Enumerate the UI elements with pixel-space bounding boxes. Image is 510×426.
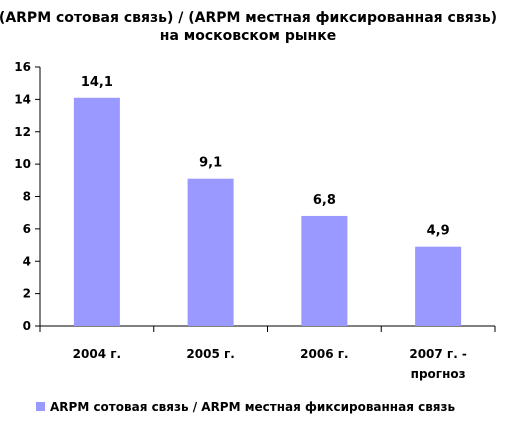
bar bbox=[415, 246, 462, 326]
data-labels: 14,1 9,1 6,8 4,9 bbox=[81, 75, 450, 239]
y-tick-label: 16 bbox=[14, 60, 31, 74]
chart-title: (ARPM сотовая связь) / (ARPM местная фик… bbox=[0, 10, 497, 44]
bar-value-label: 9,1 bbox=[199, 156, 222, 171]
x-category-label: 2004 г. bbox=[73, 347, 121, 361]
y-tick-label: 14 bbox=[14, 92, 31, 106]
bar bbox=[301, 215, 348, 326]
legend-swatch bbox=[36, 402, 45, 411]
chart-title-line: на московском рынке bbox=[160, 28, 336, 44]
x-axis: 2004 г. 2005 г. 2006 г. 2007 г. - прогноз bbox=[39, 325, 496, 381]
y-tick-label: 0 bbox=[23, 319, 31, 333]
y-tick-label: 6 bbox=[23, 222, 31, 236]
x-category-label: 2005 г. bbox=[186, 347, 234, 361]
x-category-label: 2007 г. - bbox=[409, 347, 467, 361]
bar-value-label: 14,1 bbox=[81, 75, 113, 90]
y-tick-label: 12 bbox=[14, 125, 31, 139]
y-tick-label: 8 bbox=[23, 190, 31, 204]
y-tick-label: 10 bbox=[14, 157, 31, 171]
y-tick-label: 4 bbox=[23, 254, 31, 268]
y-axis: 0 2 4 6 8 10 12 14 16 bbox=[14, 60, 41, 333]
legend-label: ARPM сотовая связь / ARPM местная фиксир… bbox=[50, 400, 455, 414]
bar bbox=[187, 178, 234, 326]
chart-title-line: (ARPM сотовая связь) / (ARPM местная фик… bbox=[0, 10, 497, 26]
legend: ARPM сотовая связь / ARPM местная фиксир… bbox=[36, 400, 455, 414]
bars bbox=[73, 97, 462, 326]
bar bbox=[73, 97, 120, 326]
x-category-label: 2006 г. bbox=[300, 347, 348, 361]
bar-value-label: 6,8 bbox=[313, 193, 336, 208]
x-category-label: прогноз bbox=[411, 367, 466, 381]
y-tick-label: 2 bbox=[23, 287, 31, 301]
bar-value-label: 4,9 bbox=[427, 224, 450, 239]
